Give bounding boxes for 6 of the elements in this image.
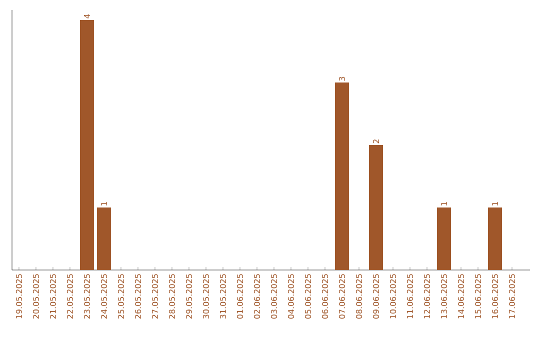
bar — [96, 208, 111, 270]
bar — [437, 208, 451, 270]
bar — [368, 144, 383, 270]
bar — [80, 20, 94, 270]
bar — [334, 82, 349, 270]
bar — [488, 208, 502, 270]
